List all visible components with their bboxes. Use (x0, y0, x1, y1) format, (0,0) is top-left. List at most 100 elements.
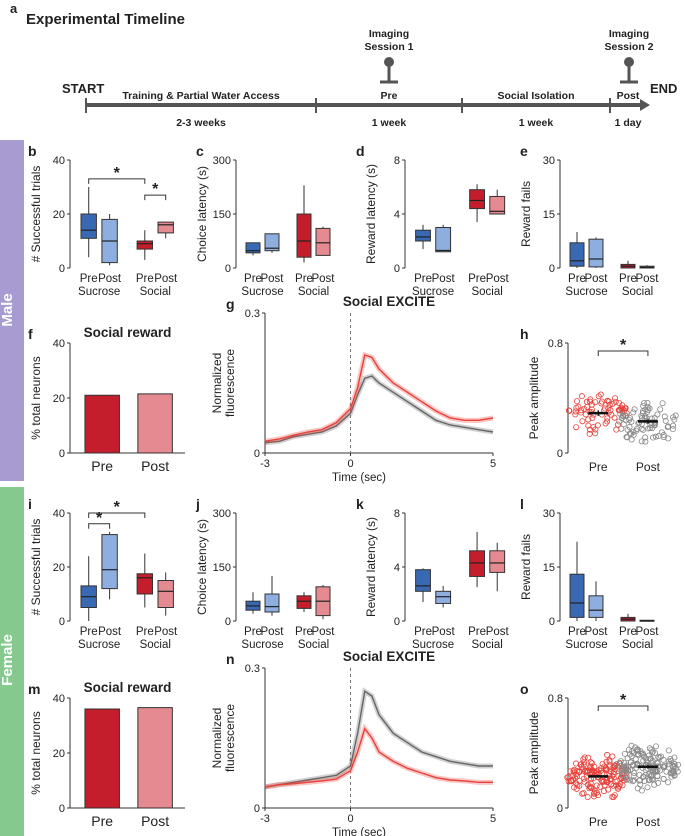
data-point (627, 430, 634, 437)
data-point (642, 438, 649, 445)
data-point (628, 418, 635, 425)
y-tick-label: 150 (213, 209, 231, 221)
data-point (601, 763, 608, 770)
y-tick-label: 0 (59, 263, 65, 275)
data-point (586, 785, 593, 792)
y-tick-label: 0.3 (245, 663, 260, 675)
series-line-post (264, 690, 493, 788)
data-point (637, 781, 644, 788)
significance-bracket (597, 705, 649, 711)
box-sucrose-pre (245, 592, 261, 614)
data-point (592, 399, 599, 406)
data-point (581, 754, 588, 761)
group-label: Social (622, 286, 653, 298)
box-iqr (101, 534, 118, 590)
data-point (650, 776, 657, 783)
data-point (638, 787, 645, 794)
data-point (653, 768, 660, 775)
box-sucrose-pre (569, 232, 585, 268)
imaging-session-1-marker: Imaging Session 1 (364, 28, 414, 84)
data-point (643, 758, 650, 765)
group-label: Social (140, 639, 171, 651)
data-point (591, 763, 598, 770)
data-point (581, 405, 588, 412)
y-axis-label: Choice latency (s) (195, 166, 209, 262)
data-point (623, 434, 630, 441)
panel-f: 0 20 40 % total neurons f Social reward Pre Pos… (28, 325, 185, 474)
group-label: Social (471, 286, 502, 298)
y-tick-label: 30 (543, 508, 555, 520)
data-point (600, 788, 607, 795)
x-tick-label: -3 (260, 813, 270, 825)
box-iqr (264, 233, 280, 252)
x-tick-label: Post (432, 273, 456, 285)
x-tick-label: Post (154, 273, 178, 285)
data-point (590, 793, 597, 800)
significance-star: * (620, 337, 627, 354)
data-point (642, 413, 649, 420)
data-point (589, 414, 596, 421)
y-tick-label: 0 (394, 616, 400, 628)
panel-m: 0 20 40 % total neurons m Social reward Pre Pos… (28, 680, 185, 829)
y-tick-label: 0 (394, 263, 400, 275)
female-band (0, 487, 24, 836)
data-point (564, 774, 571, 781)
box-iqr (469, 189, 486, 210)
data-point (581, 778, 588, 785)
data-point (617, 758, 624, 765)
box-iqr (245, 242, 261, 254)
y-tick-label: 150 (213, 562, 231, 574)
data-point (620, 421, 627, 428)
data-point (640, 426, 647, 433)
y-tick-label: 30 (543, 155, 555, 167)
data-point (587, 396, 594, 403)
box-sucrose-post (588, 237, 604, 268)
data-point (570, 777, 577, 784)
x-tick-label: Post (584, 626, 608, 638)
box-sucrose-pre (245, 242, 261, 256)
data-point (621, 750, 628, 757)
data-point (593, 789, 600, 796)
data-point (587, 784, 594, 791)
data-point (640, 757, 647, 764)
box-social-post (639, 265, 655, 269)
data-point (616, 759, 623, 766)
y-axis-label: Choice latency (s) (195, 519, 209, 615)
x-tick-label: Pre (244, 273, 262, 285)
data-point (616, 418, 623, 425)
x-tick-label: Pre (136, 626, 154, 638)
panel-letter: l (520, 496, 524, 512)
x-tick-label: Pre (589, 460, 608, 474)
y-axis-label-line-2: fluorescence (223, 349, 237, 417)
box-iqr (80, 213, 97, 239)
y-axis-label: % total neurons (29, 356, 43, 439)
data-point (658, 429, 665, 436)
data-point (597, 391, 604, 398)
x-tick-label: Pre (414, 626, 432, 638)
chart-title: Social reward (84, 325, 172, 340)
data-point (570, 772, 577, 779)
data-point (618, 425, 625, 432)
data-point (618, 767, 625, 774)
y-axis-label: Peak amplitude (527, 711, 541, 794)
x-tick-label: Pre (295, 626, 313, 638)
data-point (587, 759, 594, 766)
x-tick-label: Pre (244, 626, 262, 638)
box-iqr (315, 227, 331, 256)
data-point (631, 406, 638, 413)
x-tick-label: Post (486, 273, 510, 285)
box-social-pre (136, 230, 154, 260)
x-tick-label: Post (98, 626, 122, 638)
y-tick-label: 300 (213, 155, 231, 167)
box-social-post (489, 189, 506, 215)
y-tick-label: 20 (53, 748, 65, 760)
panel-letter: j (195, 496, 200, 512)
imaging-1-line-2: Session 1 (364, 41, 413, 53)
y-tick-label: 40 (53, 693, 65, 705)
box-sucrose-post (264, 233, 280, 253)
box-social-post (157, 572, 174, 616)
box-sucrose-pre (415, 568, 431, 603)
panel-letter: o (520, 681, 529, 697)
